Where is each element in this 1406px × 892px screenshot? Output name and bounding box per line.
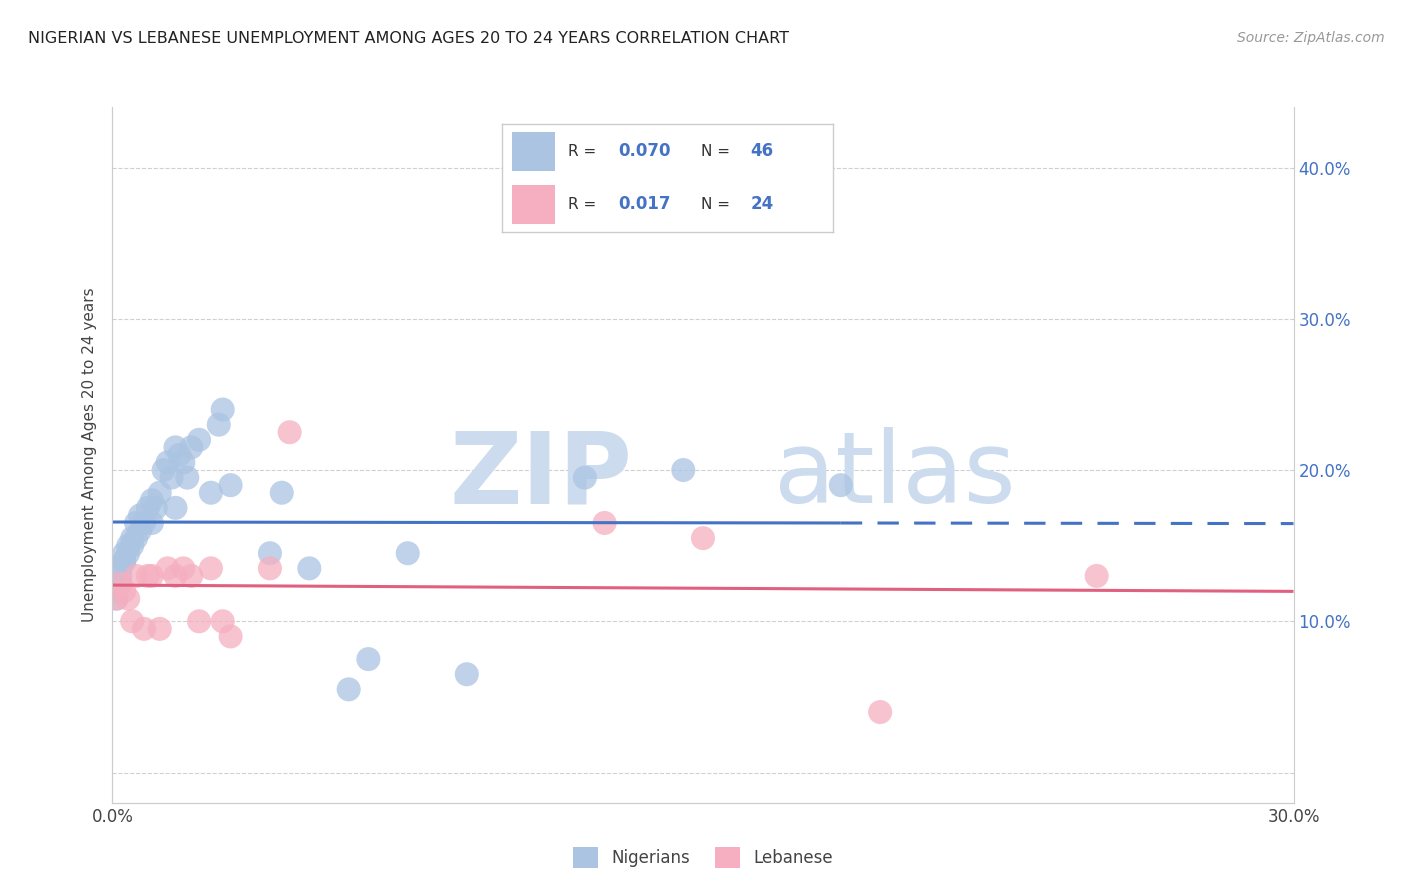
Point — [141, 516, 163, 530]
Point — [169, 448, 191, 462]
Point — [110, 569, 132, 583]
Point — [456, 667, 478, 681]
Point — [105, 584, 128, 599]
Point — [121, 539, 143, 553]
Y-axis label: Unemployment Among Ages 20 to 24 years: Unemployment Among Ages 20 to 24 years — [82, 287, 97, 623]
Text: atlas: atlas — [773, 427, 1015, 524]
Point — [200, 561, 222, 575]
Point — [129, 524, 152, 538]
Point — [125, 531, 148, 545]
Point — [141, 493, 163, 508]
Point — [672, 463, 695, 477]
Point — [165, 569, 187, 583]
Point — [141, 569, 163, 583]
Point — [298, 561, 321, 575]
Point — [165, 441, 187, 455]
Point — [132, 622, 155, 636]
Point — [593, 516, 616, 530]
Text: Source: ZipAtlas.com: Source: ZipAtlas.com — [1237, 31, 1385, 45]
Point — [132, 516, 155, 530]
Point — [219, 629, 242, 643]
Point — [172, 455, 194, 469]
Point — [136, 569, 159, 583]
Point — [259, 561, 281, 575]
Point — [219, 478, 242, 492]
Point — [160, 470, 183, 484]
Point — [278, 425, 301, 440]
Text: NIGERIAN VS LEBANESE UNEMPLOYMENT AMONG AGES 20 TO 24 YEARS CORRELATION CHART: NIGERIAN VS LEBANESE UNEMPLOYMENT AMONG … — [28, 31, 789, 46]
Point — [396, 546, 419, 560]
Point — [172, 561, 194, 575]
Point — [259, 546, 281, 560]
Point — [110, 561, 132, 575]
Legend: Nigerians, Lebanese: Nigerians, Lebanese — [567, 841, 839, 874]
Point — [152, 463, 174, 477]
Text: ZIP: ZIP — [450, 427, 633, 524]
Point — [121, 615, 143, 629]
Point — [149, 485, 172, 500]
Point — [121, 531, 143, 545]
Point — [125, 516, 148, 530]
Point — [180, 441, 202, 455]
Point — [112, 554, 135, 568]
Point — [156, 561, 179, 575]
Point — [105, 591, 128, 606]
Point — [149, 622, 172, 636]
Point — [869, 705, 891, 719]
Point — [1085, 569, 1108, 583]
Point — [692, 531, 714, 545]
Point — [156, 455, 179, 469]
Point — [110, 576, 132, 591]
Point — [830, 478, 852, 492]
Point — [117, 539, 139, 553]
Point — [129, 508, 152, 523]
Point — [105, 591, 128, 606]
Point — [574, 470, 596, 484]
Point — [176, 470, 198, 484]
Point — [165, 500, 187, 515]
Point — [125, 569, 148, 583]
Point — [136, 500, 159, 515]
Point — [357, 652, 380, 666]
Point — [112, 546, 135, 560]
Point — [112, 554, 135, 568]
Point — [188, 433, 211, 447]
Point — [208, 417, 231, 432]
Point — [110, 576, 132, 591]
Point — [112, 584, 135, 599]
Point — [270, 485, 292, 500]
Point — [211, 402, 233, 417]
Point — [188, 615, 211, 629]
Point — [180, 569, 202, 583]
Point — [337, 682, 360, 697]
Point — [117, 591, 139, 606]
Point — [200, 485, 222, 500]
Point — [117, 546, 139, 560]
Point — [145, 500, 167, 515]
Point — [211, 615, 233, 629]
